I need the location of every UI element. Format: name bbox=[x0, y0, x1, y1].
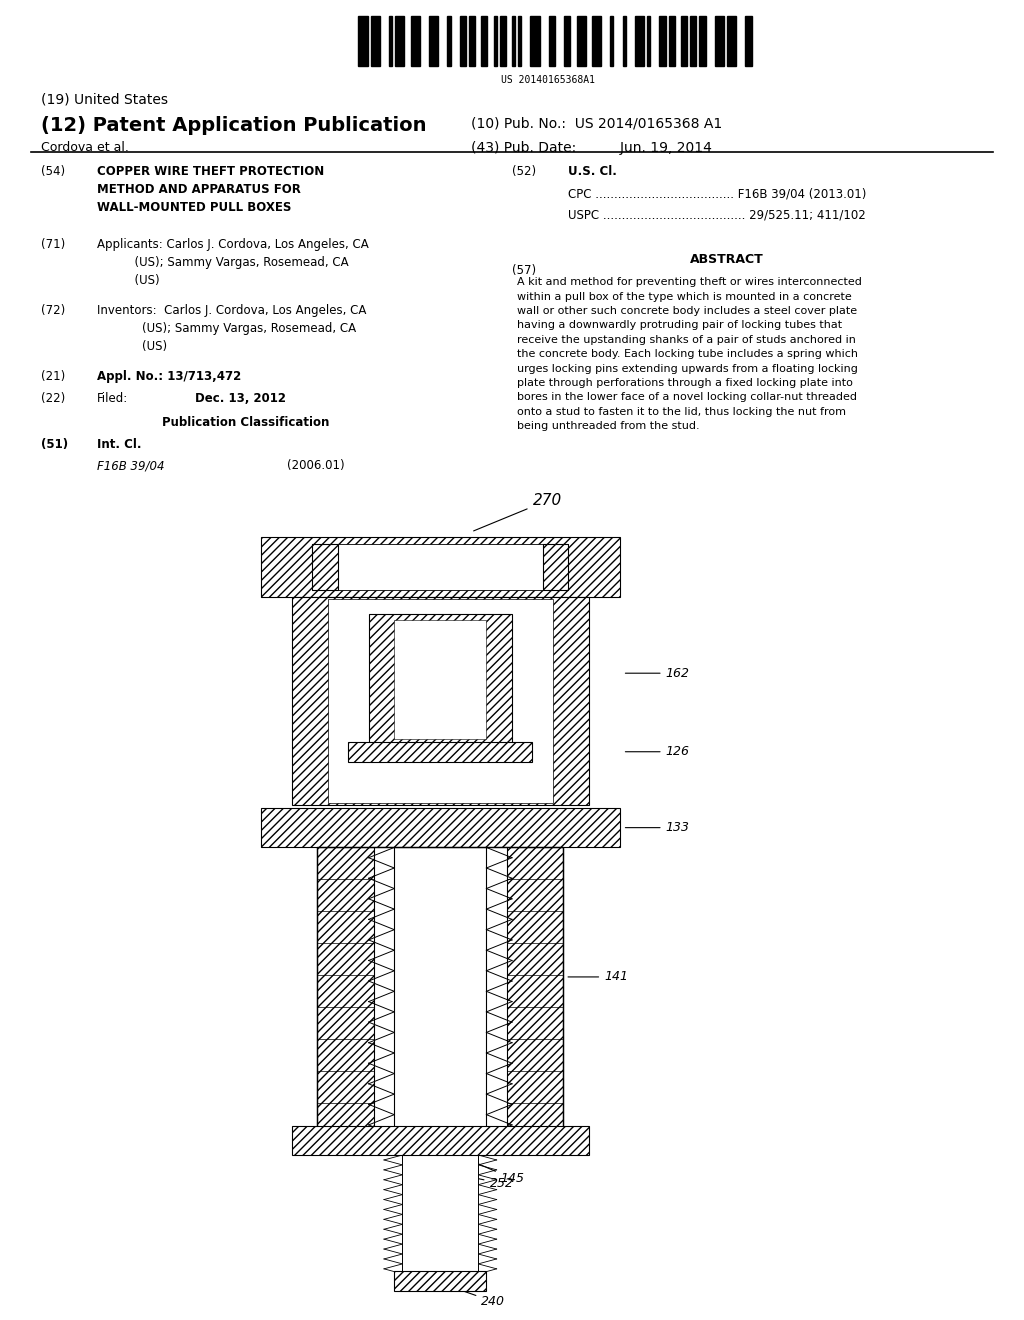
Text: F16B 39/04: F16B 39/04 bbox=[97, 459, 165, 473]
Bar bbox=[292, 597, 589, 805]
Bar bbox=[261, 808, 620, 847]
Bar bbox=[348, 742, 532, 762]
Text: (43) Pub. Date:          Jun. 19, 2014: (43) Pub. Date: Jun. 19, 2014 bbox=[471, 141, 712, 156]
Bar bbox=[369, 614, 512, 746]
Text: A kit and method for preventing theft or wires interconnected
within a pull box : A kit and method for preventing theft or… bbox=[517, 277, 862, 432]
Text: Cordova et al.: Cordova et al. bbox=[41, 141, 129, 154]
Bar bbox=[394, 847, 486, 1135]
Text: US 20140165368A1: US 20140165368A1 bbox=[501, 75, 595, 86]
Text: 252: 252 bbox=[454, 1173, 513, 1191]
Bar bbox=[312, 544, 338, 590]
Bar bbox=[647, 16, 650, 66]
Bar bbox=[635, 16, 644, 66]
Text: (72): (72) bbox=[41, 304, 66, 317]
Text: Appl. No.: 13/713,472: Appl. No.: 13/713,472 bbox=[97, 370, 242, 383]
Text: 141: 141 bbox=[568, 970, 628, 983]
Bar bbox=[429, 16, 438, 66]
Text: (19) United States: (19) United States bbox=[41, 92, 168, 107]
Bar bbox=[358, 16, 368, 66]
Bar bbox=[460, 16, 466, 66]
Text: (54): (54) bbox=[41, 165, 66, 178]
Text: 145: 145 bbox=[472, 1162, 524, 1185]
Bar bbox=[507, 847, 563, 1135]
Bar bbox=[564, 16, 570, 66]
Bar bbox=[317, 847, 374, 1135]
Bar bbox=[411, 16, 420, 66]
Bar bbox=[389, 16, 392, 66]
Bar bbox=[292, 1126, 589, 1155]
Bar bbox=[447, 16, 451, 66]
Bar bbox=[623, 16, 626, 66]
Text: U.S. Cl.: U.S. Cl. bbox=[568, 165, 617, 178]
Text: 162: 162 bbox=[626, 667, 689, 680]
Bar bbox=[500, 16, 506, 66]
Bar bbox=[328, 599, 553, 803]
Bar bbox=[699, 16, 706, 66]
Text: COPPER WIRE THEFT PROTECTION
METHOD AND APPARATUS FOR
WALL-MOUNTED PULL BOXES: COPPER WIRE THEFT PROTECTION METHOD AND … bbox=[97, 165, 325, 214]
Text: Inventors:  Carlos J. Cordova, Los Angeles, CA
            (US); Sammy Vargas, R: Inventors: Carlos J. Cordova, Los Angele… bbox=[97, 304, 367, 352]
Bar bbox=[669, 16, 675, 66]
Text: Applicants: Carlos J. Cordova, Los Angeles, CA
          (US); Sammy Vargas, Ros: Applicants: Carlos J. Cordova, Los Angel… bbox=[97, 238, 369, 286]
Bar bbox=[395, 16, 404, 66]
Text: (51): (51) bbox=[41, 438, 68, 451]
Bar bbox=[681, 16, 687, 66]
Bar bbox=[690, 16, 696, 66]
Text: (21): (21) bbox=[41, 370, 66, 383]
Text: (12) Patent Application Publication: (12) Patent Application Publication bbox=[41, 116, 426, 135]
Bar bbox=[371, 16, 380, 66]
Bar bbox=[549, 16, 555, 66]
Bar bbox=[518, 16, 521, 66]
Text: (2006.01): (2006.01) bbox=[287, 459, 344, 473]
Bar bbox=[469, 16, 475, 66]
Bar bbox=[659, 16, 666, 66]
Text: (52): (52) bbox=[512, 165, 537, 178]
Bar bbox=[543, 544, 568, 590]
Bar bbox=[530, 16, 540, 66]
Text: Publication Classification: Publication Classification bbox=[162, 416, 330, 429]
Text: Int. Cl.: Int. Cl. bbox=[97, 438, 141, 451]
Bar bbox=[402, 1155, 478, 1274]
Bar bbox=[592, 16, 601, 66]
Bar bbox=[494, 16, 497, 66]
Bar bbox=[577, 16, 586, 66]
Text: Filed:: Filed: bbox=[97, 392, 129, 405]
Bar bbox=[727, 16, 736, 66]
Bar bbox=[394, 620, 486, 739]
Bar bbox=[317, 847, 563, 1135]
Bar bbox=[394, 1271, 486, 1291]
Bar bbox=[745, 16, 752, 66]
Text: (71): (71) bbox=[41, 238, 66, 251]
Text: CPC ..................................... F16B 39/04 (2013.01): CPC ....................................… bbox=[568, 187, 866, 201]
Bar bbox=[512, 16, 515, 66]
Bar bbox=[261, 537, 620, 597]
Text: 270: 270 bbox=[474, 494, 562, 531]
Bar bbox=[715, 16, 724, 66]
Text: (57): (57) bbox=[512, 264, 537, 277]
Bar bbox=[610, 16, 613, 66]
Bar bbox=[481, 16, 487, 66]
Text: ABSTRACT: ABSTRACT bbox=[690, 253, 764, 267]
Text: (22): (22) bbox=[41, 392, 66, 405]
Text: 133: 133 bbox=[626, 821, 689, 834]
Text: 126: 126 bbox=[626, 746, 689, 758]
Text: Dec. 13, 2012: Dec. 13, 2012 bbox=[195, 392, 286, 405]
Text: 240: 240 bbox=[443, 1284, 505, 1308]
Text: (10) Pub. No.:  US 2014/0165368 A1: (10) Pub. No.: US 2014/0165368 A1 bbox=[471, 116, 722, 131]
Text: USPC ...................................... 29/525.11; 411/102: USPC ...................................… bbox=[568, 209, 866, 222]
Bar bbox=[312, 544, 568, 590]
